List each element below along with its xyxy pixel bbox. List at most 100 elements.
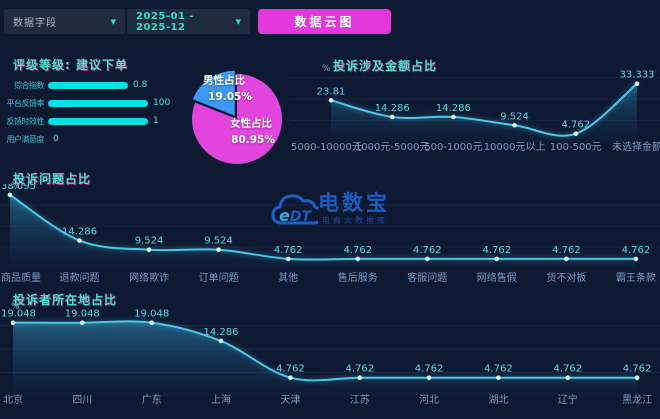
value-label: 4.762: [413, 245, 442, 256]
data-point[interactable]: [389, 114, 395, 120]
x-axis-label: 10000元以上: [484, 141, 546, 152]
value-label: 4.762: [276, 364, 305, 375]
data-point[interactable]: [494, 256, 500, 262]
pie-slice[interactable]: [192, 74, 282, 164]
area-fill: [13, 321, 638, 396]
data-point[interactable]: [288, 375, 293, 380]
value-label: 4.762: [553, 364, 582, 375]
value-label: 4.762: [482, 245, 511, 256]
rating-bar-chart: 综合指数 0.8 平台反馈率 100 反馈时效性 1 用户满意度 0: [6, 79, 181, 151]
metric-value: 0: [53, 134, 59, 144]
data-point[interactable]: [80, 320, 85, 325]
trend-line: [9, 193, 637, 261]
value-label: 19.048: [1, 309, 36, 320]
x-axis-label: 霸王条款: [616, 271, 656, 284]
x-axis-label: 广东: [142, 393, 162, 406]
field-selector[interactable]: 数据字段 ▼: [4, 9, 125, 34]
logo-e: e: [279, 206, 290, 225]
x-axis-label: 订单问题: [199, 271, 239, 284]
pie-slice[interactable]: [192, 70, 235, 116]
issue-title: 投诉问题占比: [13, 172, 92, 186]
amount-title: 投诉涉及金额占比: [333, 59, 438, 73]
data-point[interactable]: [146, 247, 152, 252]
value-label: 14.286: [436, 103, 471, 114]
data-point[interactable]: [355, 256, 361, 262]
pie-label-male: 男性占比: [203, 74, 245, 87]
value-label: 9.524: [135, 236, 164, 247]
watermark-tagline: 电商大数据库: [322, 216, 388, 225]
svg-text:eDT: eDT: [279, 206, 312, 225]
data-point[interactable]: [285, 256, 291, 262]
value-label: 33.333: [620, 70, 655, 81]
data-point[interactable]: [216, 247, 221, 252]
x-axis-label: 退款问题: [60, 271, 100, 284]
data-cloud-button[interactable]: 数据云图: [258, 9, 391, 34]
issue-unit: %: [11, 181, 20, 191]
data-point[interactable]: [328, 98, 334, 103]
x-axis-label: 四川: [72, 395, 92, 406]
x-axis-label: 网络欺诈: [129, 271, 169, 284]
metric-value: 0.8: [133, 80, 148, 90]
data-point[interactable]: [565, 375, 571, 380]
data-point[interactable]: [357, 375, 363, 380]
pie-pct-female: 80.95%: [231, 134, 275, 146]
data-point[interactable]: [451, 114, 456, 120]
x-axis-label: 黑龙江: [622, 393, 652, 406]
region-line-chart[interactable]: 19.048 北京 19.048 四川 19.048 广东 14.286 上海 4.762 天津 4…: [0, 302, 660, 419]
chevron-down-icon: ▼: [110, 17, 116, 26]
data-point[interactable]: [634, 375, 640, 380]
value-label: 4.762: [623, 364, 652, 375]
metric-value: 1: [153, 116, 159, 126]
value-label: 14.286: [375, 103, 410, 114]
data-point[interactable]: [7, 192, 13, 198]
region-unit: %: [11, 302, 20, 312]
metric-label: 平台反馈率: [6, 98, 45, 108]
gender-pie-chart[interactable]: [188, 68, 292, 172]
watermark-brand: 电数宝: [318, 191, 390, 215]
x-axis-label: 未选择金额: [612, 140, 660, 152]
data-point[interactable]: [573, 131, 579, 136]
data-point[interactable]: [496, 375, 501, 380]
x-axis-label: 湖北: [488, 394, 508, 406]
data-point[interactable]: [425, 256, 430, 262]
trend-line: [12, 320, 639, 382]
x-axis-label: 其他: [278, 271, 298, 284]
issue-line-chart[interactable]: 38.095 商品质量 14.286 退款问题 9.524 网络欺诈 9.524 订单问题 4.…: [0, 184, 660, 284]
chevron-down-icon: ▼: [235, 17, 241, 26]
data-point[interactable]: [634, 81, 640, 86]
value-label: 4.762: [274, 245, 303, 256]
data-point[interactable]: [149, 320, 154, 325]
region-title: 投诉者所在地占比: [13, 293, 118, 307]
x-axis-label: 500-1000元: [424, 142, 482, 152]
data-point[interactable]: [10, 320, 16, 325]
metric-bar[interactable]: [48, 117, 148, 125]
metric-label: 反馈时效性: [6, 116, 45, 126]
field-selector-label: 数据字段: [13, 18, 57, 29]
x-axis-label: 货不对板: [546, 271, 586, 284]
metric-row: 反馈时效性 1: [6, 115, 181, 127]
data-point[interactable]: [564, 256, 569, 262]
x-axis-label: 100-500元: [550, 142, 602, 152]
metric-bar[interactable]: [48, 99, 148, 107]
data-point[interactable]: [218, 338, 224, 344]
x-axis-label: 上海: [211, 393, 231, 406]
value-label: 14.286: [204, 327, 239, 338]
data-point[interactable]: [426, 375, 432, 380]
data-point[interactable]: [512, 123, 517, 128]
metric-label: 综合指数: [14, 80, 45, 90]
pie-pct-male: 19.05%: [208, 91, 252, 103]
x-axis-label: 江苏: [350, 393, 370, 406]
data-point[interactable]: [633, 256, 639, 262]
x-axis-label: 天津: [280, 394, 300, 406]
amount-line-chart[interactable]: 23.81 5000-10000元 14.286 1000元-5000元 14.286 5…: [290, 56, 660, 152]
value-label: 4.762: [484, 364, 513, 375]
metric-bar[interactable]: [48, 81, 128, 89]
value-label: 4.762: [552, 245, 581, 256]
value-label: 4.762: [345, 364, 374, 375]
date-range-selector[interactable]: 2025-01 - 2025-12 ▼: [127, 9, 250, 34]
x-axis-label: 商品质量: [1, 271, 41, 284]
trend-line: [330, 82, 638, 137]
data-point[interactable]: [77, 238, 82, 243]
amount-unit: %: [322, 64, 331, 74]
